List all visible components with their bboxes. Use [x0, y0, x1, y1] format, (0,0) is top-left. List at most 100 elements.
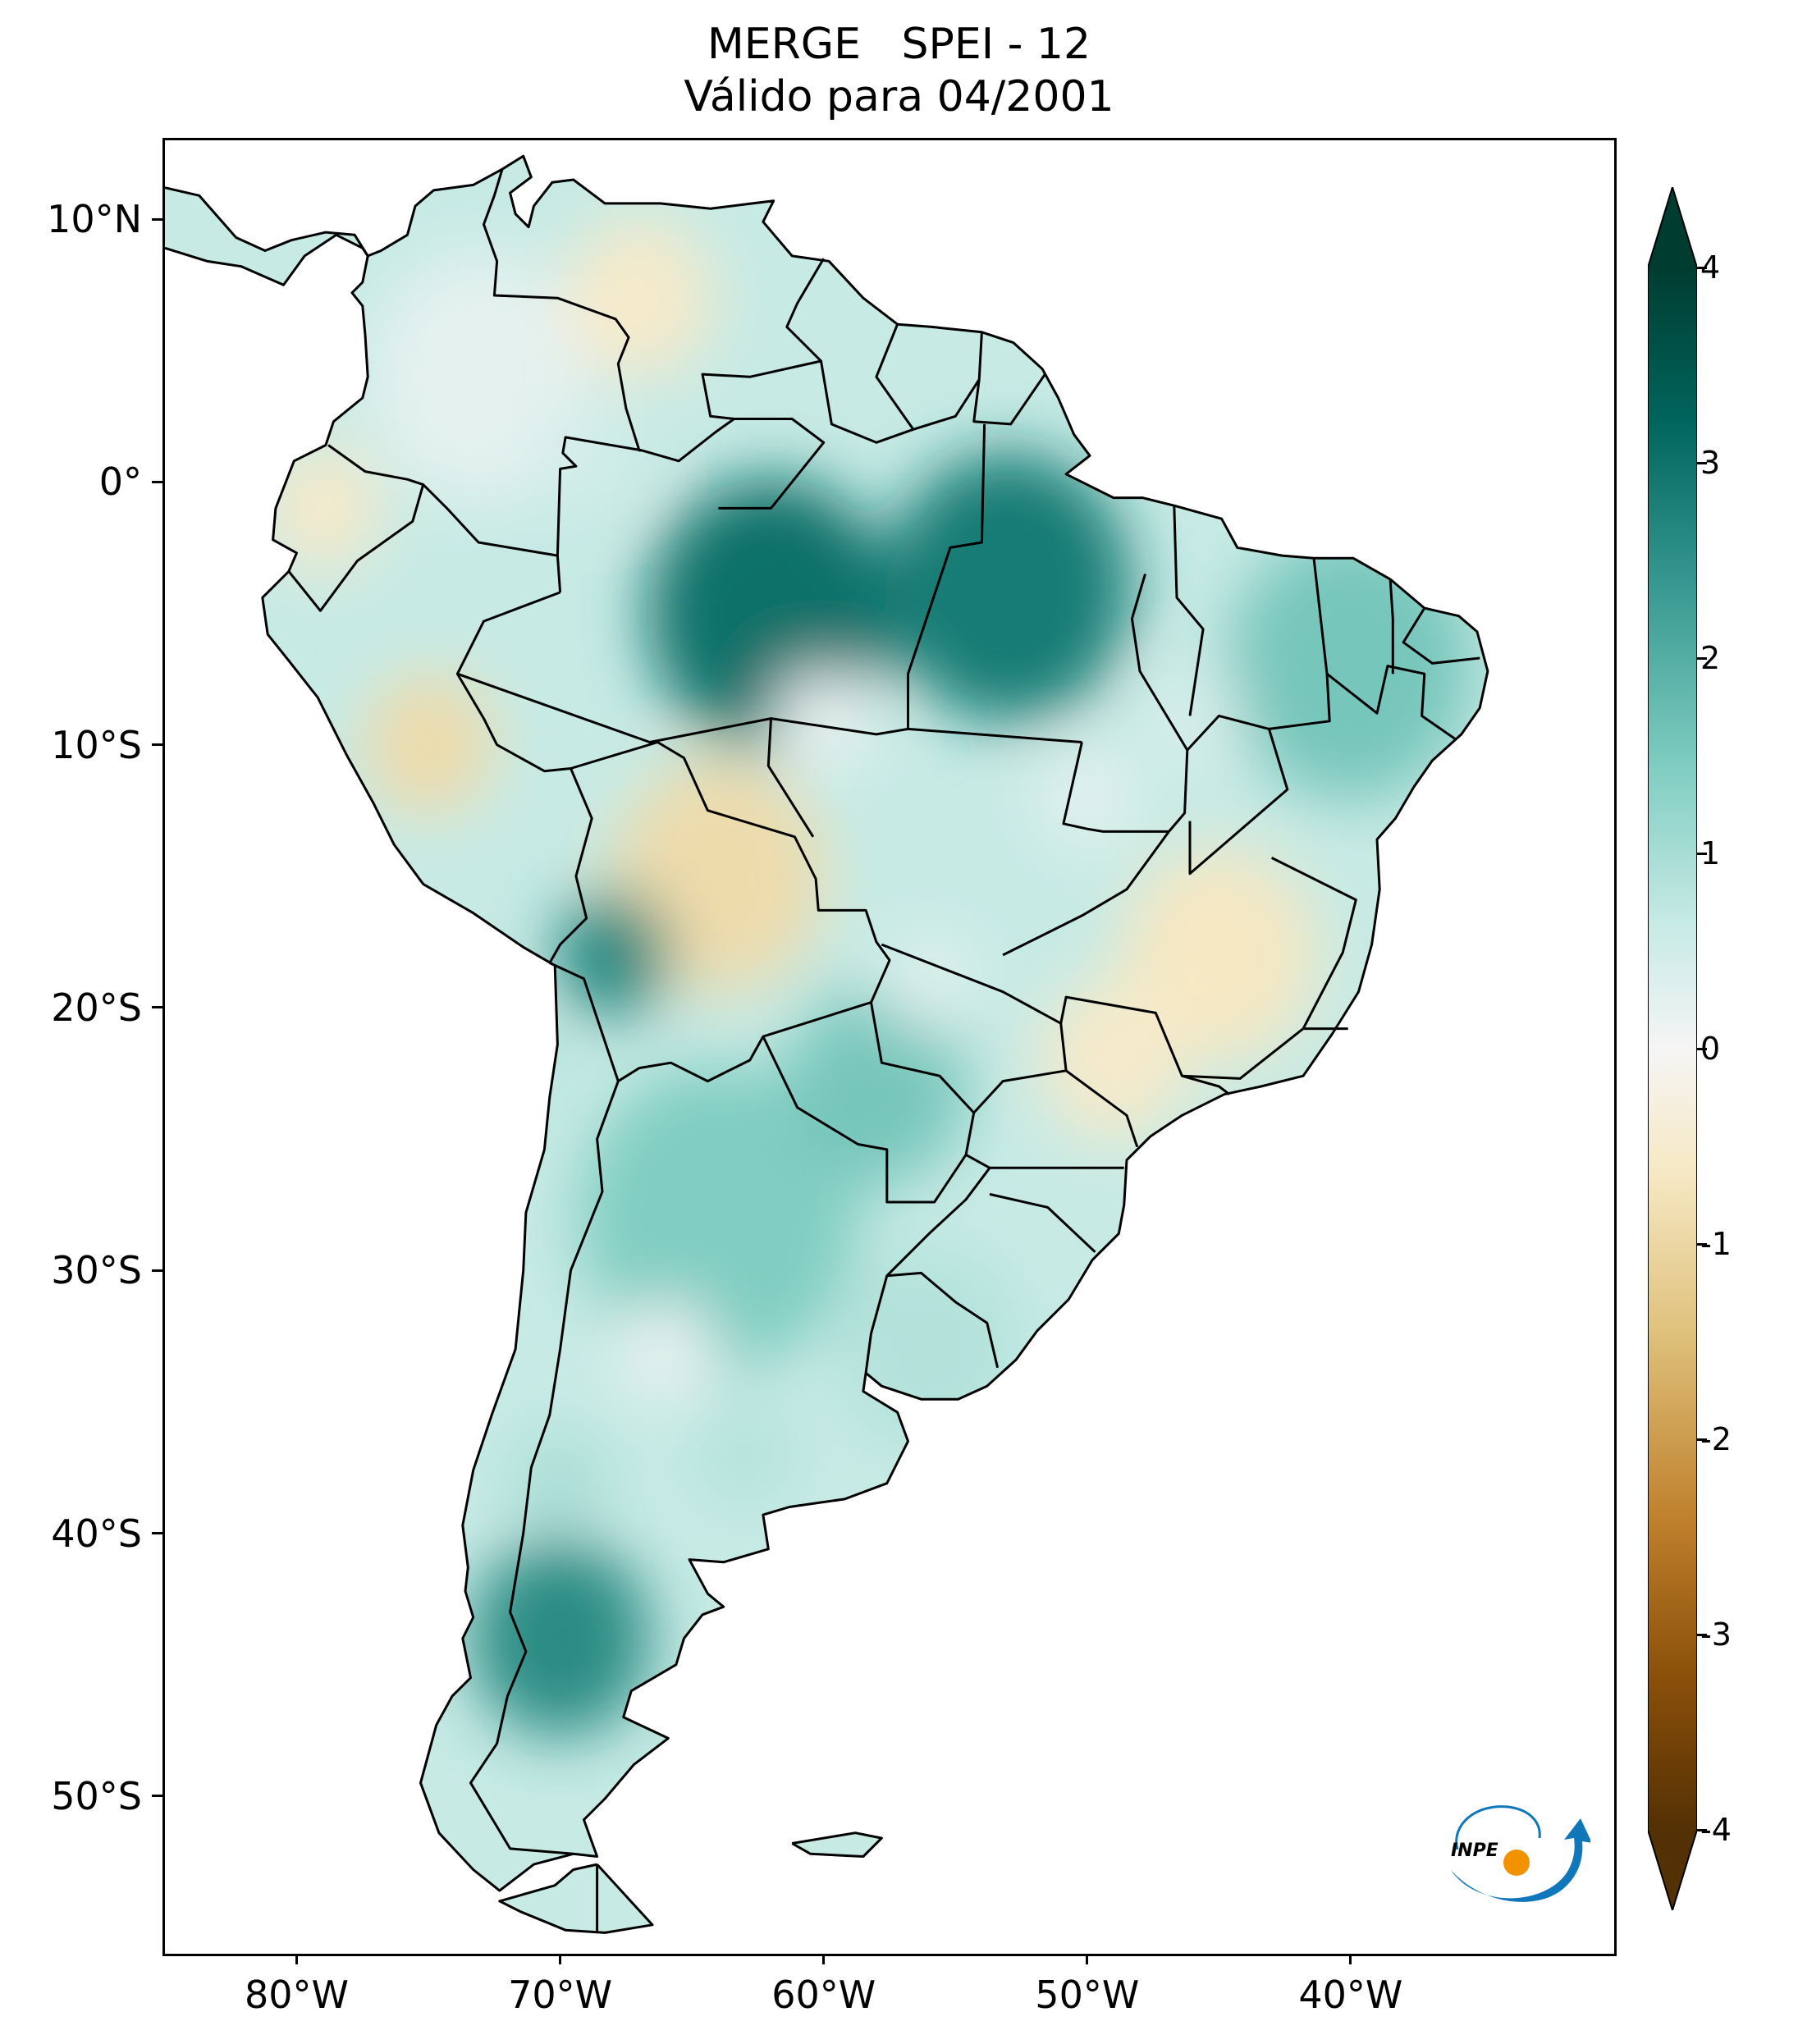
- title-line-1: MERGE SPEI - 12: [707, 20, 1091, 69]
- border-line: [556, 436, 643, 556]
- spei-patch: [537, 406, 636, 505]
- spei-region-sao-paulo-dry: [1039, 979, 1187, 1142]
- border-line: [718, 418, 826, 510]
- spei-patch: [880, 931, 979, 1031]
- border-line: [165, 186, 369, 286]
- border-line: [886, 1271, 1000, 1369]
- border-line: [483, 168, 643, 452]
- border-line: [455, 591, 593, 964]
- lon-tick: [822, 1954, 826, 1964]
- spei-region-nordeste-wet: [1227, 530, 1474, 802]
- country-borders: [165, 154, 1489, 1934]
- spei-patch: [458, 1011, 557, 1110]
- colorbar-tick: [1697, 1242, 1707, 1246]
- spei-patch: [695, 1405, 794, 1504]
- lon-tick: [1349, 1954, 1352, 1964]
- colorbar-body: [1648, 268, 1697, 1830]
- border-line: [469, 1081, 620, 1855]
- lat-tick: [152, 743, 162, 747]
- lat-label: 10°N: [47, 197, 142, 242]
- colorbar-tick: [1697, 461, 1707, 464]
- border-line: [1065, 1069, 1139, 1148]
- border-line: [1002, 574, 1189, 957]
- lat-label: 10°S: [51, 722, 142, 767]
- border-line: [820, 360, 914, 444]
- border-line: [762, 1002, 976, 1204]
- map-title: MERGE SPEI - 12 Válido para 04/2001: [0, 18, 1798, 123]
- border-line: [498, 1863, 654, 1934]
- spei-region-paraguay-wet: [785, 987, 967, 1187]
- lat-label: 30°S: [51, 1248, 142, 1293]
- lat-label: 0°: [98, 460, 142, 505]
- colorbar-extend-top: [1648, 187, 1697, 268]
- spei-field: [165, 156, 1488, 1933]
- border-line: [570, 741, 891, 1004]
- lat-tick: [152, 480, 162, 483]
- colorbar-tick: [1697, 656, 1707, 660]
- lat-tick: [152, 1532, 162, 1535]
- border-line: [907, 423, 986, 729]
- colorbar: [1648, 187, 1697, 1910]
- colorbar-tick: [1697, 266, 1707, 269]
- lat-label: 50°S: [51, 1773, 142, 1818]
- lat-tick: [152, 1795, 162, 1798]
- lon-label: 50°W: [1035, 1973, 1140, 2017]
- spei-region-patagonia-wet: [469, 1539, 651, 1738]
- lon-label: 70°W: [508, 1973, 613, 2017]
- border-line: [641, 258, 825, 463]
- title-line-2: Válido para 04/2001: [684, 72, 1114, 121]
- border-line: [1059, 857, 1357, 1080]
- border-line: [287, 484, 425, 612]
- spei-region-peru-dry: [363, 672, 495, 817]
- border-line: [881, 943, 1068, 1114]
- border-line: [327, 444, 562, 593]
- border-line: [261, 154, 1489, 1892]
- lon-label: 80°W: [245, 1973, 350, 2017]
- lon-label: 60°W: [771, 1973, 876, 2017]
- map-canvas: [165, 154, 1489, 1934]
- logo-outer-arc-icon: [1455, 1805, 1541, 1850]
- lon-tick: [295, 1954, 299, 1964]
- spei-patch: [774, 669, 873, 768]
- colorbar-tick: [1697, 1828, 1707, 1831]
- lat-tick: [152, 1269, 162, 1272]
- spei-region-bolivia-andes-wet: [555, 891, 670, 1018]
- border-line: [1186, 558, 1331, 752]
- map-panel: [162, 138, 1617, 1956]
- spei-region-argentina-north-wet: [579, 1064, 858, 1372]
- border-line: [989, 1192, 1096, 1253]
- spei-region-colombia-mixed: [366, 250, 597, 504]
- border-line: [1173, 505, 1205, 716]
- colorbar-tick: [1697, 1047, 1707, 1050]
- border-line: [1188, 728, 1289, 876]
- logo-dot-icon: [1503, 1850, 1530, 1876]
- border-line: [456, 672, 1082, 743]
- lon-label: 40°W: [1298, 1973, 1403, 2017]
- colorbar-tick: [1697, 1438, 1707, 1441]
- lat-label: 20°S: [51, 985, 142, 1030]
- border-line: [1402, 607, 1480, 665]
- colorbar-tick: [1697, 1633, 1707, 1636]
- spei-patch: [616, 1300, 716, 1399]
- border-line: [875, 323, 983, 431]
- spei-region-ecuador-dry: [265, 445, 381, 572]
- lat-label: 40°S: [51, 1511, 142, 1556]
- logo-text: INPE: [1451, 1841, 1498, 1861]
- spei-patch: [1037, 748, 1137, 847]
- spei-region-venezuela-dry: [565, 217, 713, 380]
- border-line: [972, 373, 1046, 426]
- colorbar-extend-bottom: [1648, 1830, 1697, 1910]
- border-line: [549, 962, 872, 1083]
- border-line: [1181, 1074, 1231, 1095]
- logo-swoosh-icon: [1451, 1818, 1590, 1902]
- border-line: [766, 718, 815, 838]
- border-line: [1326, 665, 1457, 741]
- lon-tick: [1086, 1954, 1089, 1964]
- spei-region-para-wet: [885, 451, 1132, 723]
- border-line: [791, 1831, 883, 1858]
- lat-tick: [152, 1006, 162, 1009]
- border-line: [1389, 578, 1394, 674]
- spei-patch: [1143, 669, 1242, 768]
- colorbar-tick: [1697, 852, 1707, 855]
- lat-tick: [152, 217, 162, 221]
